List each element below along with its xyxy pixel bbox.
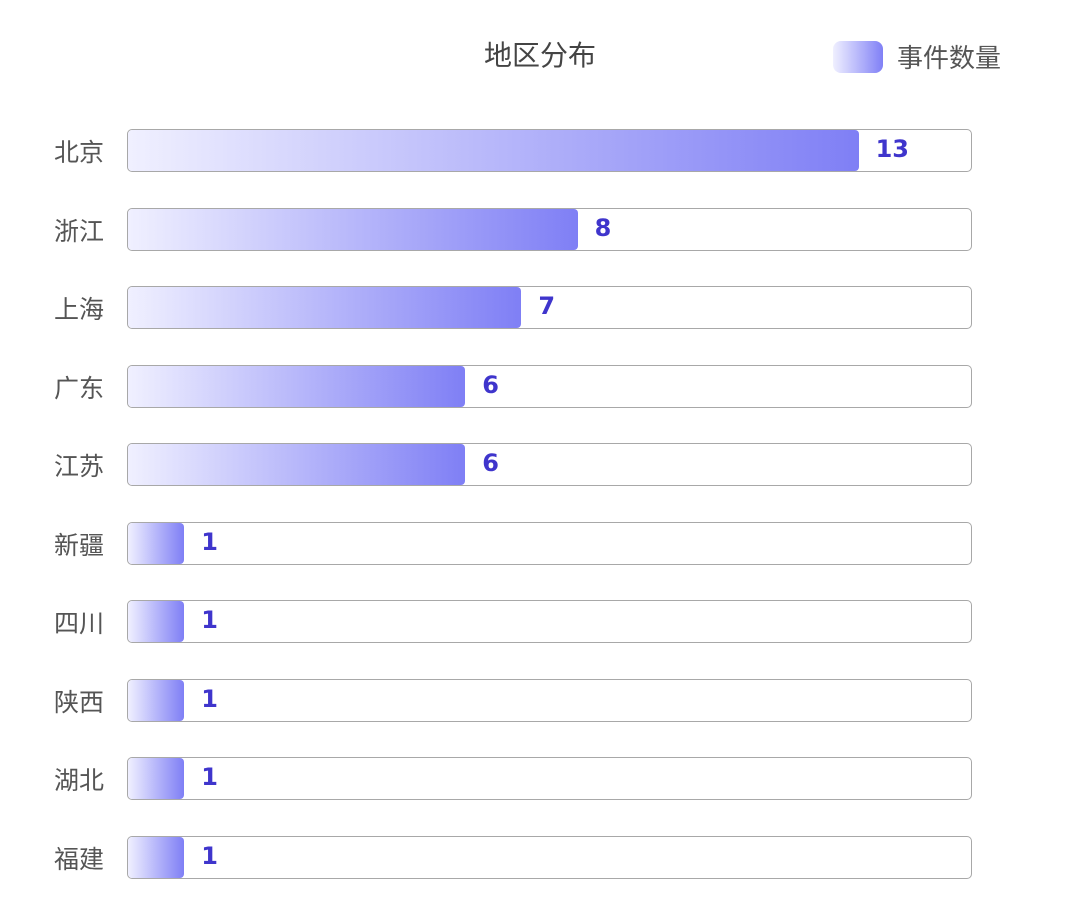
bar-row: 福建 1 [0,835,1080,879]
bar[interactable] [128,208,578,250]
bar-track: 13 [127,129,972,172]
category-label: 上海 [54,295,105,324]
bar[interactable] [128,679,185,721]
category-label: 四川 [54,609,105,638]
value-label: 6 [482,370,499,399]
bar-track: 1 [127,521,972,565]
bar-track: 7 [127,286,972,329]
value-label: 7 [538,292,556,320]
bar[interactable] [128,287,522,328]
category-label: 浙江 [54,216,105,246]
bar-row: 陕西 1 [0,678,1080,722]
legend-label: 事件数量 [897,44,1002,74]
category-label: 新疆 [54,530,105,560]
value-label: 1 [201,606,218,634]
bar-row: 新疆 1 [0,521,1080,565]
bar-track: 1 [127,757,972,800]
value-label: 1 [201,527,218,556]
category-label: 广东 [54,373,105,403]
bar-track: 1 [127,835,972,879]
bar-track: 1 [127,678,972,722]
value-label: 8 [594,213,612,242]
value-label: 1 [201,763,218,791]
bar-row: 江苏 6 [0,443,1080,486]
bar-row: 四川 1 [0,600,1080,643]
category-label: 福建 [54,844,105,874]
bar[interactable] [128,444,466,485]
chart-title: 地区分布 [483,39,596,72]
bar-row: 湖北 1 [0,757,1080,800]
bar[interactable] [128,365,466,407]
bar-row: 浙江 8 [0,207,1080,251]
bar[interactable] [128,130,859,171]
value-label: 13 [875,135,909,163]
bar[interactable] [128,601,185,642]
legend[interactable]: 事件数量 [833,38,1001,75]
bar-row: 广东 6 [0,364,1080,408]
bar-row: 北京 13 [0,129,1080,172]
bar-track: 6 [127,443,972,486]
bar[interactable] [128,836,185,878]
category-label: 陕西 [54,687,105,717]
bar-row: 上海 7 [0,286,1080,329]
legend-swatch [833,40,883,73]
category-label: 湖北 [54,766,105,795]
bar-track: 1 [127,600,972,643]
category-label: 江苏 [54,452,105,481]
value-label: 6 [482,449,499,477]
value-label: 1 [201,684,218,713]
bar-track: 6 [127,364,972,408]
value-label: 1 [201,841,218,870]
bar[interactable] [128,758,185,799]
category-label: 北京 [54,138,105,167]
bar[interactable] [128,522,185,564]
bar-track: 8 [127,207,972,251]
